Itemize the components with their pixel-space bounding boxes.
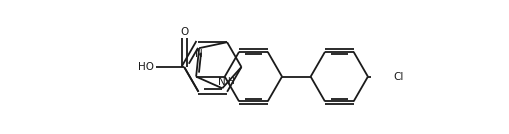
Text: O: O xyxy=(180,27,188,37)
Text: HO: HO xyxy=(137,62,153,72)
Text: N: N xyxy=(218,77,225,87)
Text: Cl: Cl xyxy=(392,72,403,82)
Text: H: H xyxy=(227,77,234,86)
Text: N: N xyxy=(195,49,203,59)
